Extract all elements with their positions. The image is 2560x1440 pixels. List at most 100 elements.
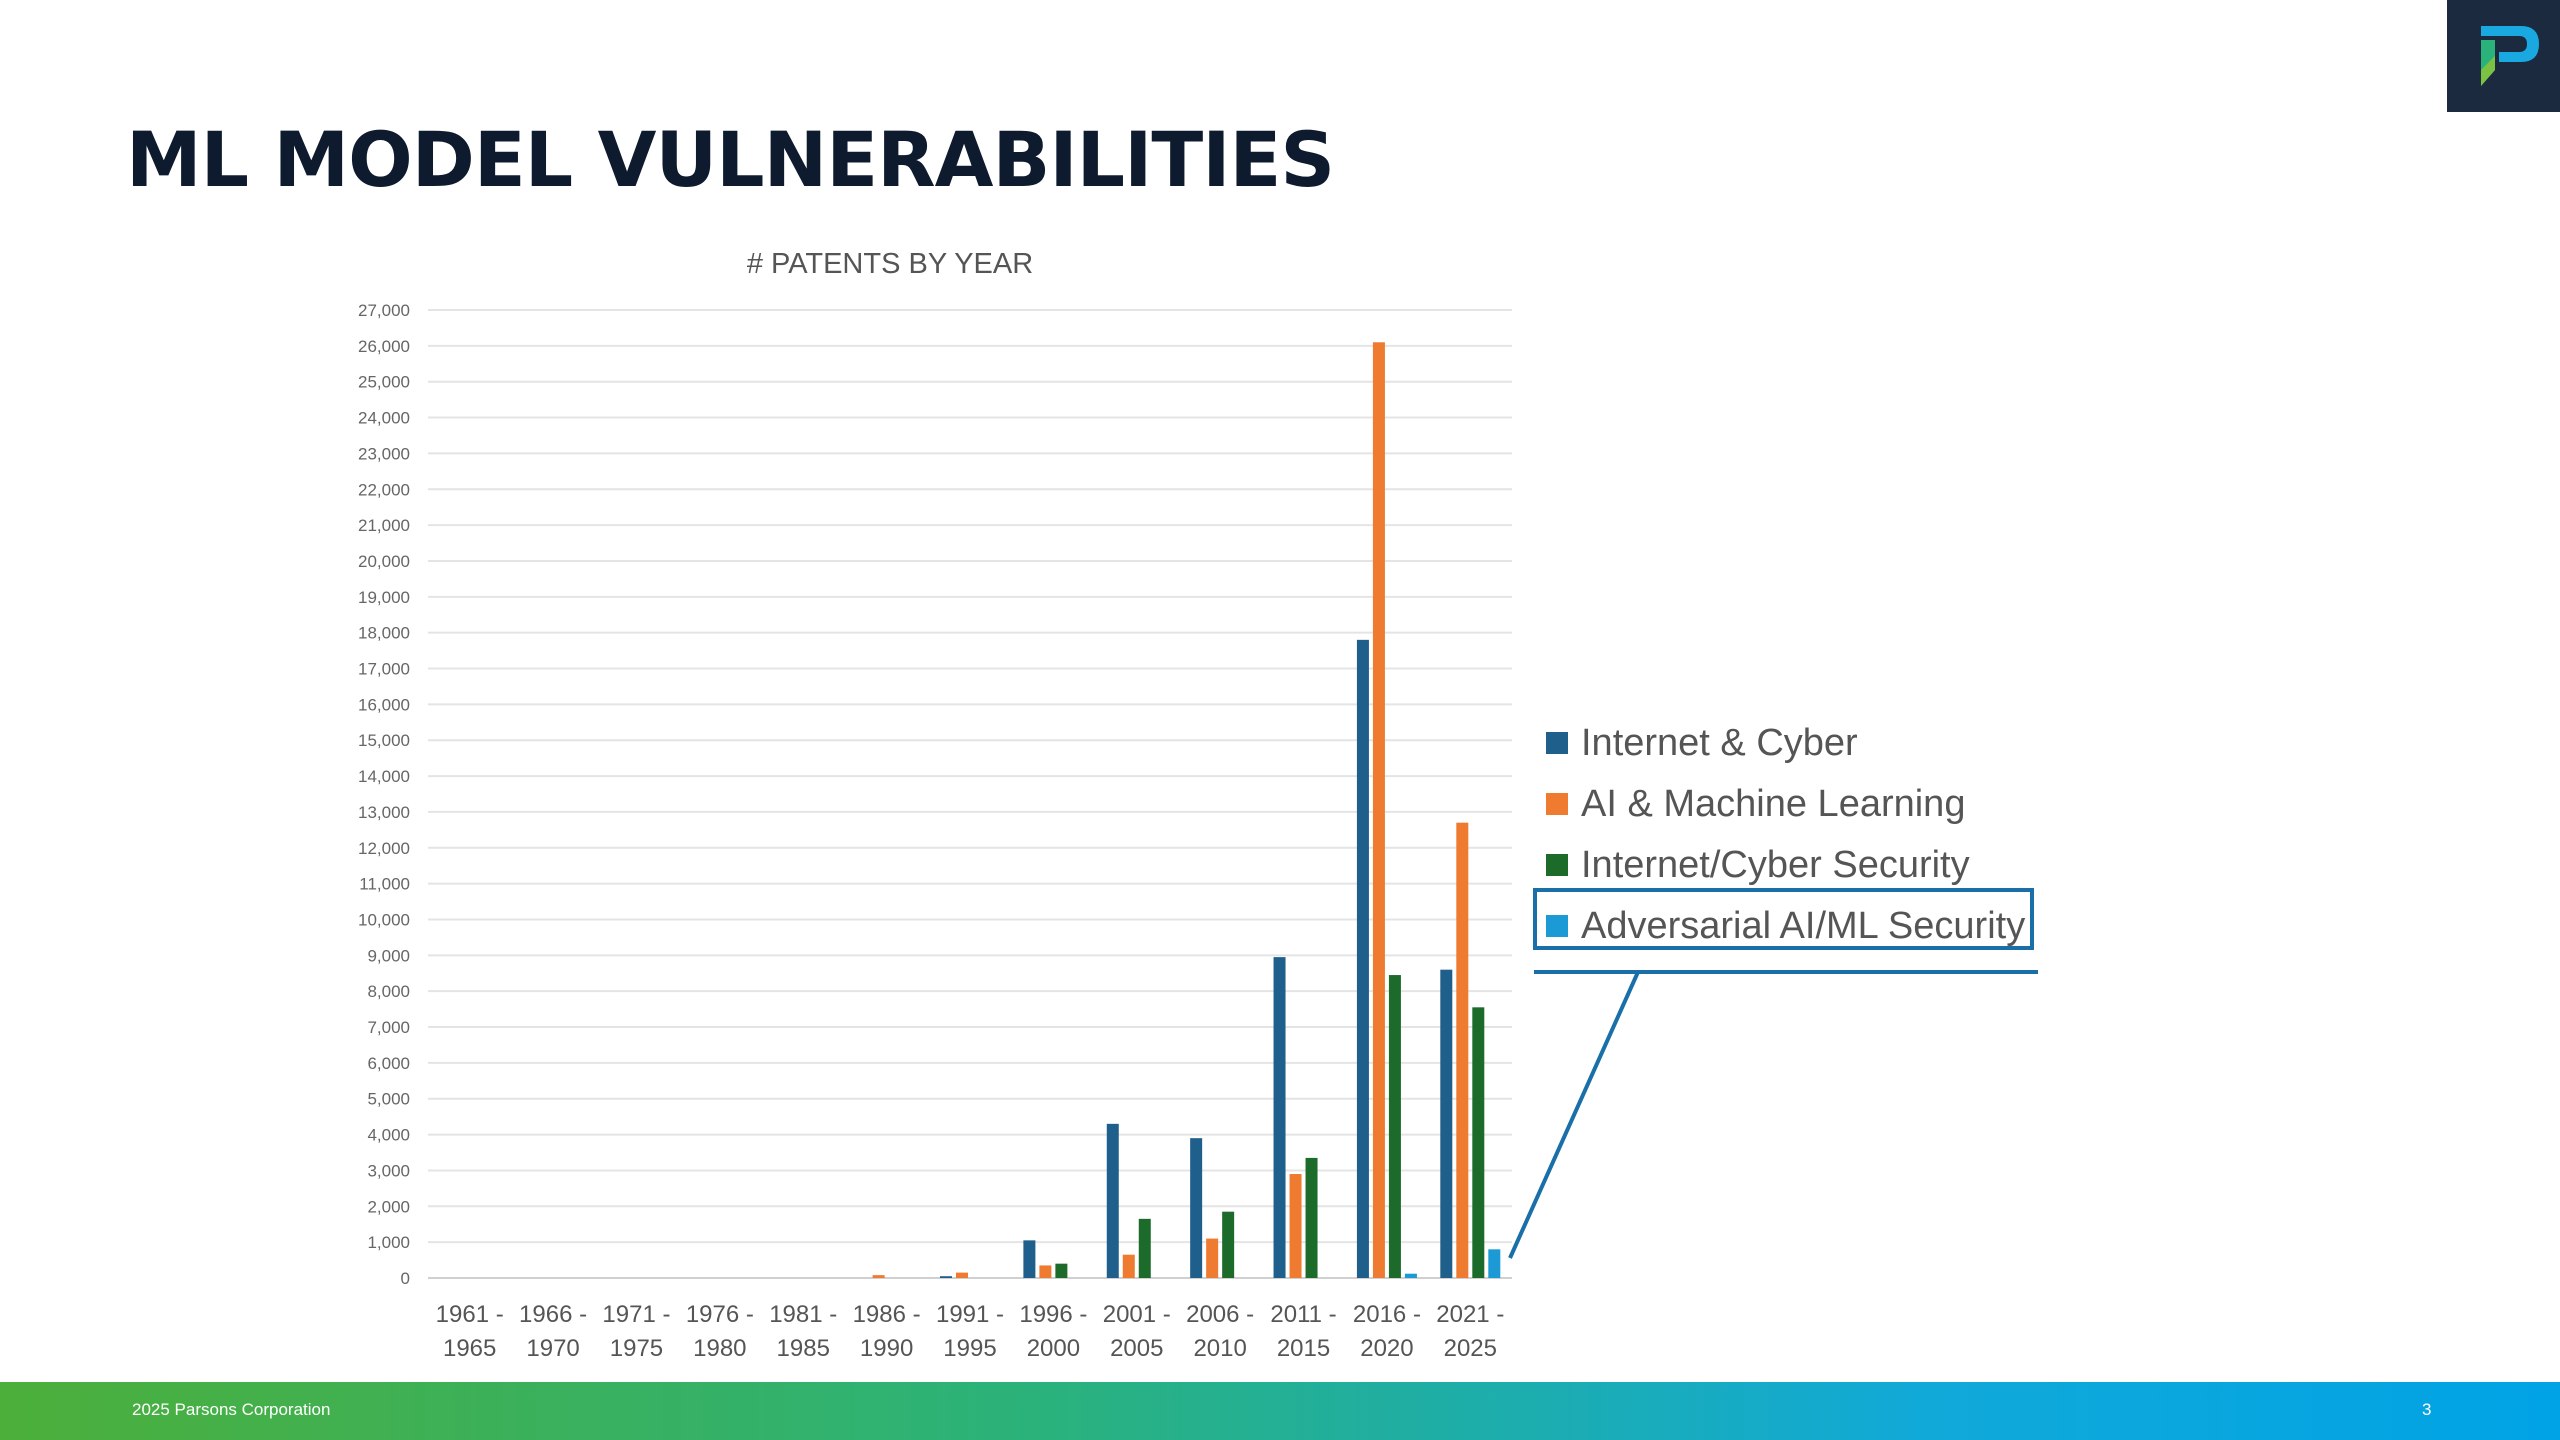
bar <box>1138 1218 1151 1278</box>
legend-item: Adversarial AI/ML Security <box>1546 901 2066 962</box>
bar <box>1356 639 1369 1278</box>
parsons-p-logo-icon <box>2481 26 2539 86</box>
footer-copyright: 2025 Parsons Corporation <box>132 1400 331 1419</box>
y-tick-label: 3,000 <box>367 1161 410 1180</box>
x-tick-label: 1975 <box>610 1335 663 1362</box>
bar <box>1039 1265 1052 1278</box>
chart-legend: Internet & Cyber AI & Machine Learning Int… <box>1546 718 2066 962</box>
legend-label: Internet & Cyber <box>1581 722 1858 764</box>
y-tick-label: 25,000 <box>358 373 410 392</box>
legend-swatch <box>1546 854 1568 876</box>
y-tick-label: 18,000 <box>358 624 410 643</box>
y-tick-label: 14,000 <box>358 767 410 786</box>
bar <box>1372 342 1385 1278</box>
x-tick-label: 1961 - <box>436 1301 504 1328</box>
bar <box>1055 1263 1068 1278</box>
bar <box>1222 1211 1235 1278</box>
bar <box>1206 1238 1219 1278</box>
y-tick-label: 22,000 <box>358 480 410 499</box>
chart-title: # PATENTS BY YEAR <box>746 248 1034 280</box>
x-tick-label: 2000 <box>1027 1335 1080 1362</box>
y-tick-label: 4,000 <box>367 1126 410 1145</box>
parsons-logo <box>2447 0 2560 112</box>
y-tick-label: 15,000 <box>358 731 410 750</box>
x-tick-label: 1981 - <box>769 1301 837 1328</box>
legend-label: Adversarial AI/ML Security <box>1581 905 2026 947</box>
y-tick-label: 27,000 <box>358 301 410 320</box>
bar <box>1488 1249 1501 1278</box>
y-tick-label: 13,000 <box>358 803 410 822</box>
legend-item: Internet/Cyber Security <box>1546 840 2066 901</box>
y-tick-label: 0 <box>401 1269 410 1288</box>
bar <box>1190 1138 1203 1278</box>
legend-swatch <box>1546 793 1568 815</box>
y-tick-label: 26,000 <box>358 337 410 356</box>
y-tick-label: 2,000 <box>367 1197 410 1216</box>
bar <box>1106 1123 1119 1278</box>
x-tick-label: 2010 <box>1193 1335 1246 1362</box>
bar <box>1472 1007 1485 1278</box>
x-tick-label: 2015 <box>1277 1335 1330 1362</box>
y-tick-label: 5,000 <box>367 1090 410 1109</box>
x-tick-label: 2020 <box>1360 1335 1413 1362</box>
y-tick-label: 6,000 <box>367 1054 410 1073</box>
x-tick-label: 1995 <box>943 1335 996 1362</box>
x-tick-label: 1966 - <box>519 1301 587 1328</box>
x-tick-label: 1965 <box>443 1335 496 1362</box>
bar <box>1273 957 1286 1278</box>
x-tick-label: 1976 - <box>686 1301 754 1328</box>
bar <box>1305 1157 1318 1278</box>
legend-item: Internet & Cyber <box>1546 718 2066 779</box>
callout-leader-line <box>1508 971 1640 1259</box>
y-tick-label: 16,000 <box>358 695 410 714</box>
x-tick-label: 2001 - <box>1103 1301 1171 1328</box>
y-tick-label: 10,000 <box>358 910 410 929</box>
x-tick-label: 1970 <box>526 1335 579 1362</box>
bar <box>1404 1273 1417 1278</box>
y-tick-label: 23,000 <box>358 444 410 463</box>
legend-item: AI & Machine Learning <box>1546 779 2066 840</box>
bar <box>940 1276 952 1278</box>
legend-swatch <box>1546 915 1568 937</box>
legend-swatch <box>1546 732 1568 754</box>
x-tick-label: 1996 - <box>1019 1301 1087 1328</box>
x-tick-label: 2021 - <box>1436 1301 1504 1328</box>
x-tick-label: 1991 - <box>936 1301 1004 1328</box>
legend-label: AI & Machine Learning <box>1581 783 1966 825</box>
x-tick-label: 1985 <box>777 1335 830 1362</box>
legend-label: Internet/Cyber Security <box>1581 844 1970 886</box>
bar <box>1023 1240 1036 1278</box>
bar <box>1388 975 1401 1278</box>
y-tick-label: 12,000 <box>358 839 410 858</box>
page-number: 3 <box>2422 1400 2432 1419</box>
y-tick-label: 24,000 <box>358 409 410 428</box>
bar <box>956 1272 968 1278</box>
bar <box>1289 1174 1302 1278</box>
y-tick-label: 21,000 <box>358 516 410 535</box>
bar <box>1122 1254 1135 1278</box>
x-tick-label: 2016 - <box>1353 1301 1421 1328</box>
footer-bar: 2025 Parsons Corporation 3 <box>0 1382 2560 1440</box>
x-tick-label: 1986 - <box>853 1301 921 1328</box>
y-tick-label: 8,000 <box>367 982 410 1001</box>
legend-highlight-box <box>1533 888 2034 950</box>
y-tick-label: 1,000 <box>367 1233 410 1252</box>
x-tick-label: 2005 <box>1110 1335 1163 1362</box>
slide-title: ML MODEL VULNERABILITIES <box>126 115 1335 204</box>
y-tick-label: 20,000 <box>358 552 410 571</box>
bar <box>1440 969 1453 1278</box>
y-tick-label: 19,000 <box>358 588 410 607</box>
y-tick-label: 9,000 <box>367 946 410 965</box>
y-tick-label: 17,000 <box>358 660 410 679</box>
x-tick-label: 2006 - <box>1186 1301 1254 1328</box>
y-tick-label: 7,000 <box>367 1018 410 1037</box>
bar <box>1456 822 1469 1278</box>
x-tick-label: 1971 - <box>602 1301 670 1328</box>
y-tick-label: 11,000 <box>359 875 410 894</box>
bar <box>872 1275 885 1278</box>
x-tick-label: 1980 <box>693 1335 746 1362</box>
x-tick-label: 1990 <box>860 1335 913 1362</box>
x-tick-label: 2011 - <box>1270 1301 1336 1328</box>
x-tick-label: 2025 <box>1444 1335 1497 1362</box>
